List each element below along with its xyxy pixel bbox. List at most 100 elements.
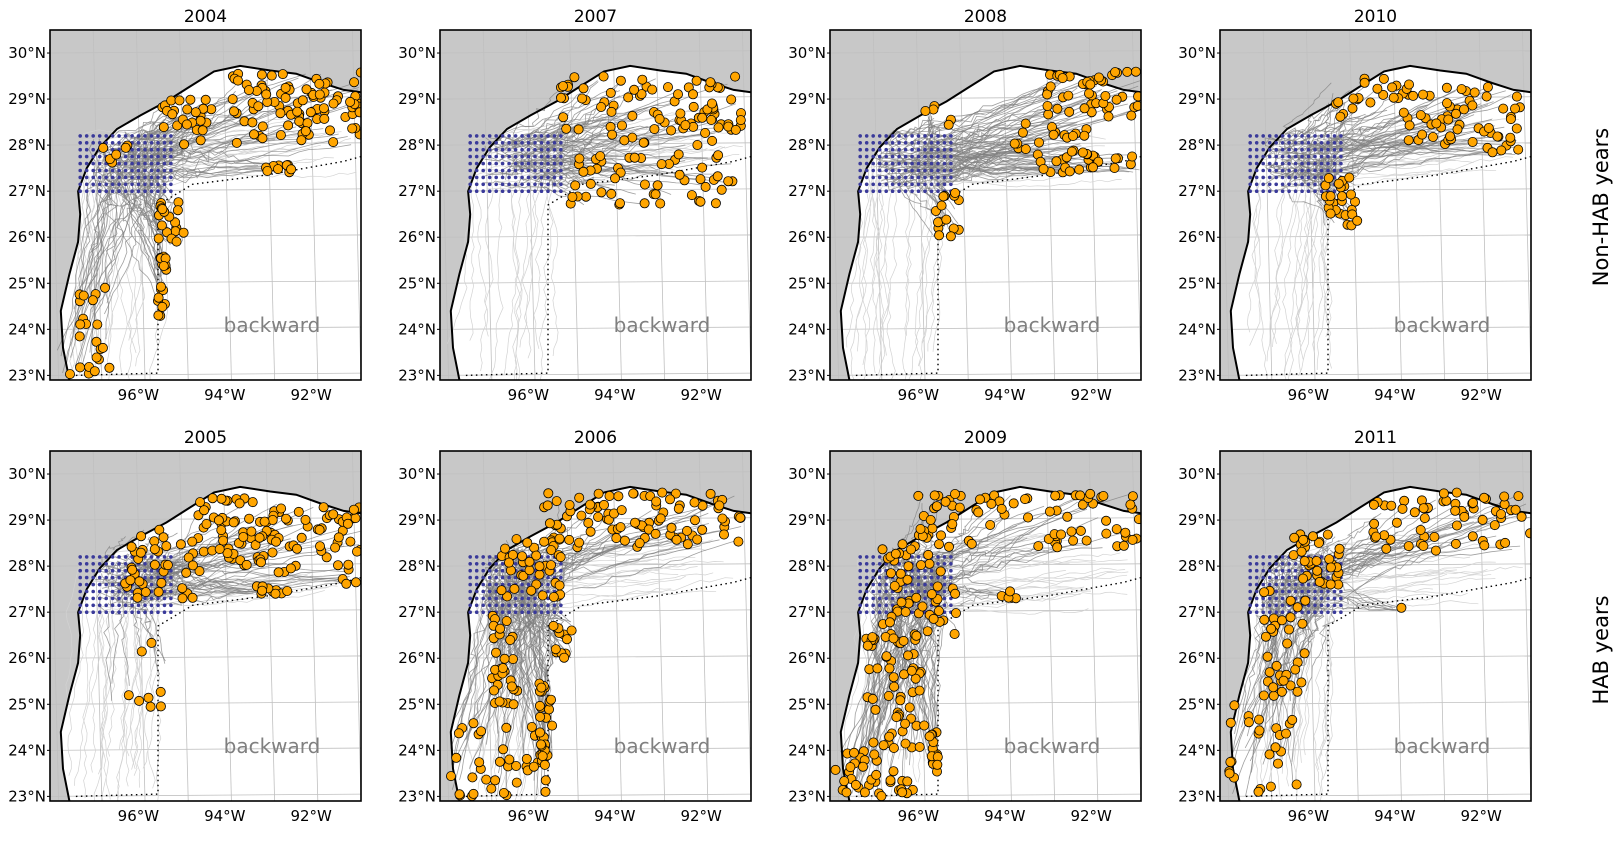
endpoint-marker <box>1417 129 1428 140</box>
release-point <box>1267 568 1272 573</box>
release-point <box>1287 575 1291 580</box>
lat-tick-label: 30°N <box>8 465 46 483</box>
trajectory-faint <box>1298 173 1313 376</box>
endpoint-marker <box>257 121 268 132</box>
endpoint-marker <box>1386 500 1397 511</box>
release-point <box>110 596 115 601</box>
lat-tick-label: 29°N <box>788 511 826 529</box>
release-point <box>1339 161 1343 166</box>
endpoint-marker <box>157 204 168 215</box>
trajectory-line <box>65 164 112 366</box>
endpoint-marker <box>537 590 548 601</box>
trajectory-line <box>1315 536 1336 563</box>
release-point <box>916 182 921 187</box>
release-point <box>1254 562 1259 566</box>
release-point <box>877 596 882 601</box>
release-point <box>1261 596 1265 601</box>
domain-boundary <box>1245 155 1531 377</box>
release-point <box>162 147 167 152</box>
endpoint-marker <box>723 176 734 187</box>
release-point <box>949 161 953 166</box>
endpoint-marker <box>1314 576 1325 587</box>
endpoint-marker <box>1496 509 1507 520</box>
endpoint-marker <box>871 769 882 780</box>
endpoint-marker <box>605 87 616 98</box>
release-point <box>871 582 875 587</box>
endpoint-marker <box>1127 151 1138 162</box>
endpoint-marker <box>267 547 278 558</box>
release-point <box>474 154 479 159</box>
release-point <box>1293 147 1298 152</box>
release-point <box>468 610 473 614</box>
release-point <box>474 175 479 180</box>
trajectory-line <box>166 563 354 584</box>
parallel-gridline <box>830 326 1141 330</box>
release-point <box>143 596 147 601</box>
endpoint-marker <box>135 547 146 558</box>
release-point <box>487 568 492 573</box>
endpoint-marker <box>1324 554 1335 565</box>
endpoint-marker <box>330 542 341 553</box>
release-point <box>871 168 875 173</box>
release-point <box>1287 154 1291 159</box>
trajectory-faint <box>1246 132 1262 333</box>
endpoint-marker <box>149 559 160 570</box>
endpoint-marker <box>841 787 852 798</box>
release-point <box>1280 168 1285 173</box>
release-point <box>520 182 524 187</box>
release-point <box>143 575 147 580</box>
lon-tick-label: 96°W <box>508 386 550 404</box>
endpoint-marker <box>714 500 725 511</box>
release-point <box>1261 575 1265 580</box>
release-point <box>123 596 128 601</box>
endpoint-marker <box>177 593 188 604</box>
endpoint-marker <box>928 613 939 624</box>
endpoint-marker <box>578 166 589 177</box>
release-point <box>500 141 505 145</box>
trajectory-line <box>1241 601 1272 728</box>
release-point <box>884 175 888 180</box>
endpoint-marker <box>132 592 143 603</box>
endpoint-marker <box>561 123 572 134</box>
release-point <box>526 582 531 587</box>
release-point <box>149 596 154 601</box>
release-point <box>78 575 82 580</box>
lat-tick-label: 26°N <box>1178 649 1216 667</box>
release-point <box>494 147 499 152</box>
endpoint-marker <box>476 726 487 737</box>
trajectory-line <box>919 136 1081 176</box>
release-point <box>1287 189 1291 193</box>
release-point <box>500 568 505 573</box>
parallel-gridline <box>1220 50 1531 54</box>
release-point <box>1248 182 1252 187</box>
endpoint-marker <box>1451 487 1462 498</box>
endpoint-marker <box>1068 130 1079 141</box>
release-point <box>474 568 479 573</box>
release-point <box>942 589 947 594</box>
endpoint-marker <box>300 514 311 525</box>
endpoint-marker <box>1101 515 1112 526</box>
release-point <box>884 141 888 145</box>
release-point <box>1274 147 1278 152</box>
release-point <box>903 141 908 145</box>
endpoint-marker <box>889 681 900 692</box>
release-point <box>1254 582 1259 587</box>
release-point <box>864 175 869 180</box>
release-point <box>1248 562 1252 566</box>
release-point <box>104 589 108 594</box>
endpoint-marker <box>1277 615 1288 626</box>
release-point <box>1319 168 1324 173</box>
lat-tick-label: 26°N <box>8 649 46 667</box>
endpoint-marker <box>540 786 551 797</box>
release-point <box>143 147 147 152</box>
endpoint-marker <box>707 135 718 146</box>
endpoint-marker <box>1259 587 1270 598</box>
release-point <box>916 134 921 138</box>
endpoint-marker <box>296 532 307 543</box>
release-point <box>468 596 473 601</box>
release-point <box>1293 154 1298 159</box>
endpoint-marker <box>911 592 922 603</box>
release-point <box>916 189 921 193</box>
release-point <box>916 589 921 594</box>
endpoint-marker <box>156 220 167 231</box>
